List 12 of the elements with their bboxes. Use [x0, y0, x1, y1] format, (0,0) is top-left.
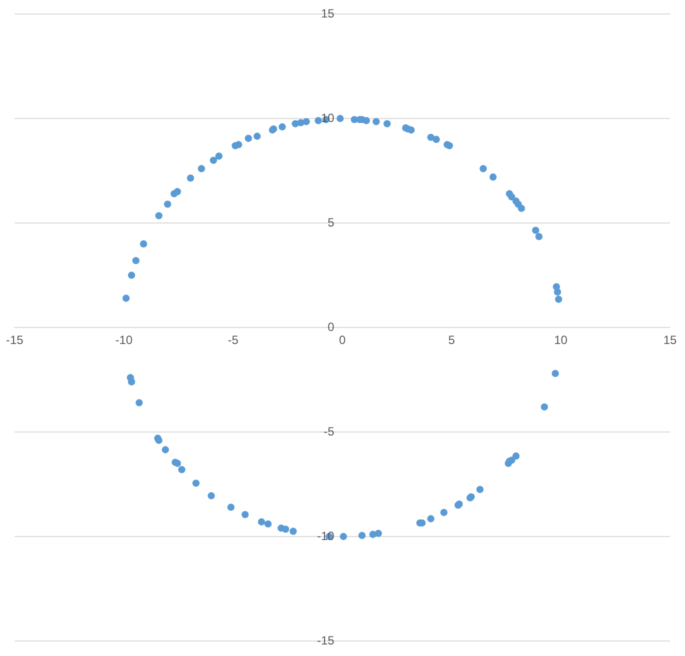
x-tick-label: -5 — [228, 333, 239, 348]
y-tick-label: -15 — [316, 633, 335, 648]
x-tick-label: -10 — [115, 333, 133, 348]
x-tick-label: -15 — [6, 333, 24, 348]
y-tick-label: 0 — [328, 320, 335, 334]
y-tick-label: 15 — [320, 6, 335, 20]
y-tick-label: 5 — [328, 215, 335, 230]
y-tick-label: -5 — [324, 424, 335, 438]
x-tick-label: 5 — [448, 333, 456, 348]
x-tick-label: 0 — [338, 333, 346, 348]
x-tick-label: 10 — [554, 333, 568, 348]
x-tick-label: 15 — [663, 333, 677, 348]
